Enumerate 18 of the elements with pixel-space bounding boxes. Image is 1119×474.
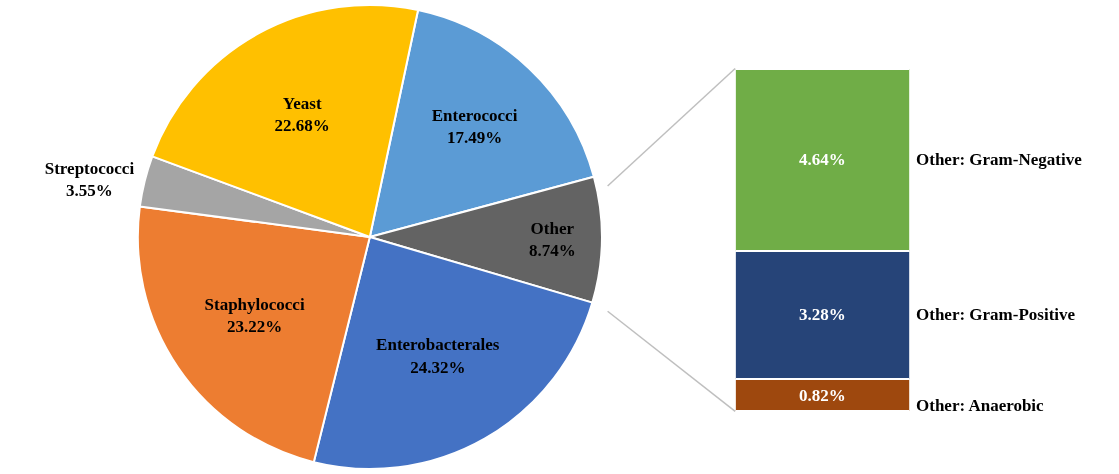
slice-label: Enterococci: [431, 105, 518, 125]
series-label: Other: Anaerobic: [916, 396, 1045, 415]
slice-label: Staphylococci: [204, 294, 305, 314]
data-label: 4.64%: [799, 150, 846, 170]
data-label: 23.22%: [226, 316, 283, 336]
slice-label: Other: [530, 218, 575, 238]
data-label: 3.55%: [66, 181, 113, 201]
data-label: 24.32%: [410, 357, 466, 377]
data-label: 17.49%: [446, 127, 503, 147]
series-label: Other: Gram-Positive: [916, 305, 1076, 324]
data-label: 22.68%: [274, 115, 330, 135]
slice-label: Streptococci: [44, 159, 135, 179]
series-label: Other: Gram-Negative: [916, 150, 1083, 169]
data-label: 3.28%: [799, 305, 846, 325]
data-label: 8.74%: [528, 240, 576, 260]
data-label: 0.82%: [799, 385, 846, 405]
slice-label: Yeast: [282, 93, 322, 113]
slice-label: Enterobacterales: [376, 335, 500, 355]
